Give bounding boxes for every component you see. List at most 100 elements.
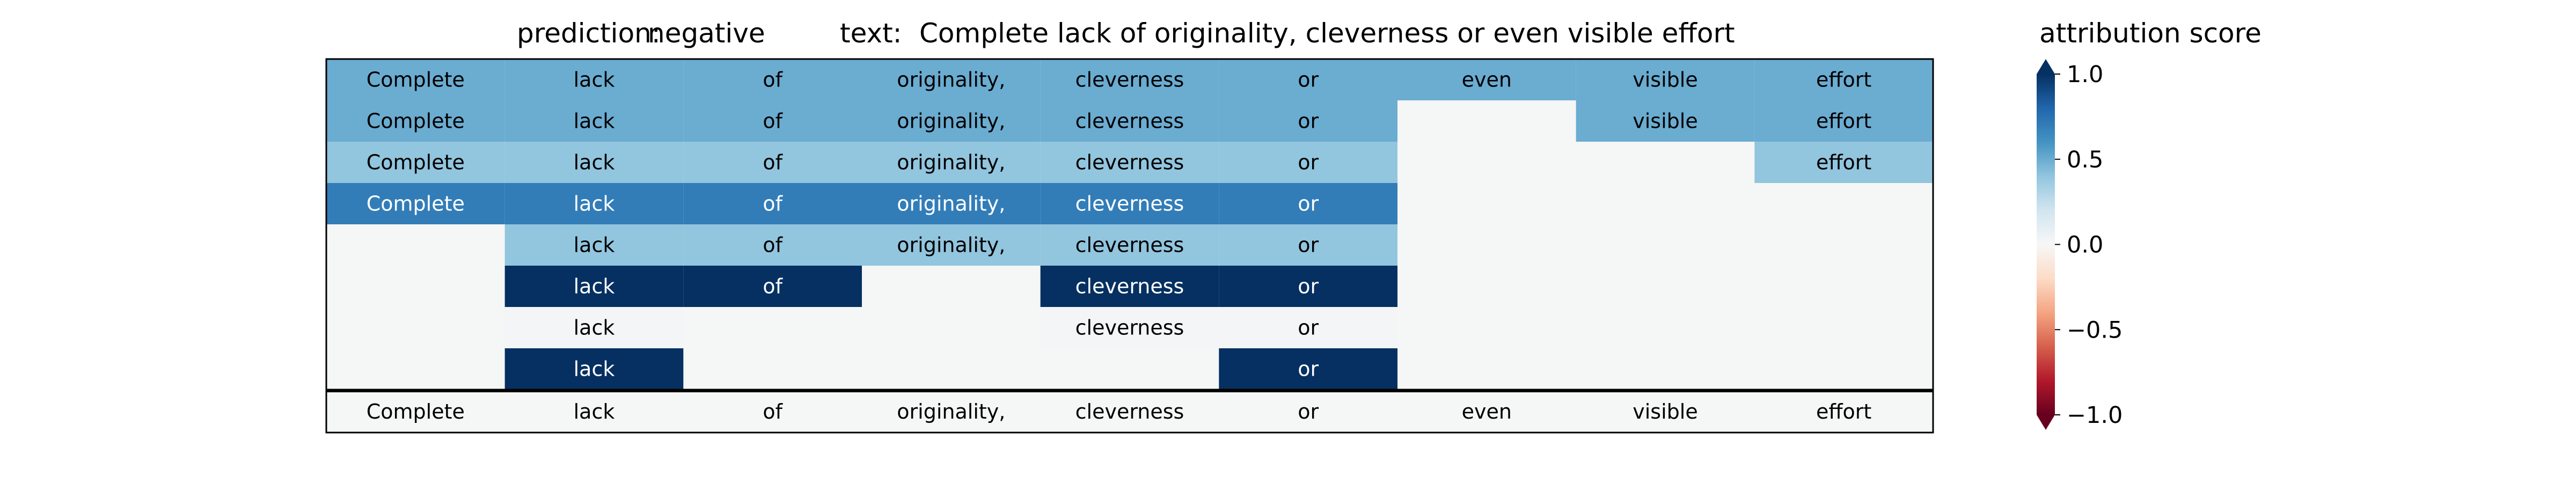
- cell-token-label: originality,: [897, 68, 1005, 92]
- heatmap-cell: [1576, 100, 1755, 142]
- heatmap-cell: [1219, 59, 1397, 100]
- heatmap-cell: [862, 100, 1041, 142]
- cell-token-label: effort: [1816, 151, 1871, 174]
- colorbar-gradient: [2037, 74, 2055, 415]
- heatmap-cell: [1040, 59, 1219, 100]
- colorbar-extend-top: [2037, 59, 2055, 74]
- heatmap-cell: [683, 142, 862, 183]
- heatmap-cell: [1754, 100, 1933, 142]
- heatmap-cell: [1754, 142, 1933, 183]
- cell-token-label: of: [763, 109, 783, 133]
- heatmap-cell: [1576, 59, 1755, 100]
- heatmap-cell: [1040, 183, 1219, 224]
- cell-token-label: of: [763, 151, 783, 174]
- heatmap-cell: [504, 348, 684, 390]
- token-label: cleverness: [1075, 400, 1184, 423]
- cell-token-label: lack: [574, 109, 615, 133]
- cell-token-label: originality,: [897, 151, 1005, 174]
- cell-token-label: Complete: [367, 151, 465, 174]
- heatmap-cell: [326, 59, 505, 100]
- heatmap-cell: [326, 142, 505, 183]
- cell-token-label: of: [763, 192, 783, 216]
- colorbar-tick-label: −1.0: [2067, 402, 2123, 429]
- heatmap-cell: [1397, 59, 1576, 100]
- heatmap-grid: Complete lack of originality, cleverness or ev…: [325, 58, 1934, 391]
- heatmap-cell: [683, 100, 862, 142]
- cell-token-label: visible: [1633, 68, 1697, 92]
- heatmap-cell: [683, 224, 862, 266]
- cell-token-label: even: [1462, 68, 1512, 92]
- heatmap-cell: [504, 224, 684, 266]
- cell-token-label: cleverness: [1075, 316, 1184, 340]
- token-label: lack: [574, 400, 615, 423]
- cell-token-label: of: [763, 68, 783, 92]
- token-row-frame: [325, 390, 1934, 434]
- cell-token-label: lack: [574, 316, 615, 340]
- token-label: Complete: [367, 400, 465, 423]
- colorbar-label: attribution score: [2039, 18, 2262, 49]
- heatmap-cell: [1219, 348, 1397, 390]
- cell-token-label: cleverness: [1075, 151, 1184, 174]
- heatmap-cell: [326, 183, 505, 224]
- heatmap-cell: [504, 100, 684, 142]
- heatmap-cell: [862, 59, 1041, 100]
- cell-token-label: or: [1298, 357, 1319, 381]
- prediction-label: prediction:: [517, 18, 661, 49]
- cell-token-label: Complete: [367, 109, 465, 133]
- heatmap-cell: [862, 183, 1041, 224]
- heatmap-cell: [1219, 183, 1397, 224]
- cell-token-label: originality,: [897, 233, 1005, 257]
- heatmap-cell: [504, 307, 684, 348]
- cell-token-label: cleverness: [1075, 275, 1184, 298]
- token-label: of: [763, 400, 783, 423]
- cell-token-label: cleverness: [1075, 68, 1184, 92]
- cell-token-label: or: [1298, 68, 1319, 92]
- heatmap-cell: [1040, 266, 1219, 307]
- cell-token-label: lack: [574, 68, 615, 92]
- heatmap-cell: [1219, 224, 1397, 266]
- heatmap-cell: [1219, 307, 1397, 348]
- prediction-value: negative: [648, 18, 765, 49]
- heatmap-cell: [504, 59, 684, 100]
- heatmap-cell: [1754, 59, 1933, 100]
- heatmap-cell: [683, 183, 862, 224]
- heatmap-cell: [862, 224, 1041, 266]
- cell-token-label: lack: [574, 151, 615, 174]
- colorbar-tick-label: 0.0: [2067, 232, 2103, 259]
- heatmap-cell: [1219, 266, 1397, 307]
- text-value: Complete lack of originality, cleverness…: [919, 18, 1735, 49]
- cell-token-label: of: [763, 275, 783, 298]
- cell-token-label: originality,: [897, 192, 1005, 216]
- text-label: text:: [840, 18, 902, 49]
- cell-token-label: or: [1298, 316, 1319, 340]
- heatmap-cell: [1040, 307, 1219, 348]
- cell-token-label: or: [1298, 233, 1319, 257]
- cell-token-label: originality,: [897, 109, 1005, 133]
- heatmap-cell: [504, 266, 684, 307]
- cell-token-label: or: [1298, 151, 1319, 174]
- colorbar-extend-bottom: [2037, 415, 2055, 430]
- heatmap-cell: [326, 100, 505, 142]
- cell-token-label: lack: [574, 192, 615, 216]
- token-label: even: [1462, 400, 1512, 423]
- cell-token-label: visible: [1633, 109, 1697, 133]
- colorbar-tick-label: 1.0: [2067, 61, 2103, 88]
- token-label: visible: [1633, 400, 1697, 423]
- heatmap-cell: [862, 142, 1041, 183]
- heatmap-title: prediction: negative text: Complete lack…: [517, 18, 1735, 49]
- cell-token-label: lack: [574, 275, 615, 298]
- cell-token-label: cleverness: [1075, 192, 1184, 216]
- heatmap-cell: [504, 183, 684, 224]
- heatmap-cell: [1040, 142, 1219, 183]
- token-row: Complete lack of originality, cleverness or ev…: [325, 389, 1934, 434]
- heatmap-cell: [1040, 100, 1219, 142]
- colorbar-tick-label: −0.5: [2067, 317, 2123, 343]
- cell-token-label: of: [763, 233, 783, 257]
- colorbar: attribution score 1.0 0.5 0.0 −0.5 −1.0: [2037, 18, 2262, 430]
- heatmap-cell: [1219, 142, 1397, 183]
- token-label: or: [1298, 400, 1319, 423]
- token-row-background: [326, 391, 1933, 433]
- cell-token-label: cleverness: [1075, 109, 1184, 133]
- colorbar-tick-label: 0.5: [2067, 147, 2103, 173]
